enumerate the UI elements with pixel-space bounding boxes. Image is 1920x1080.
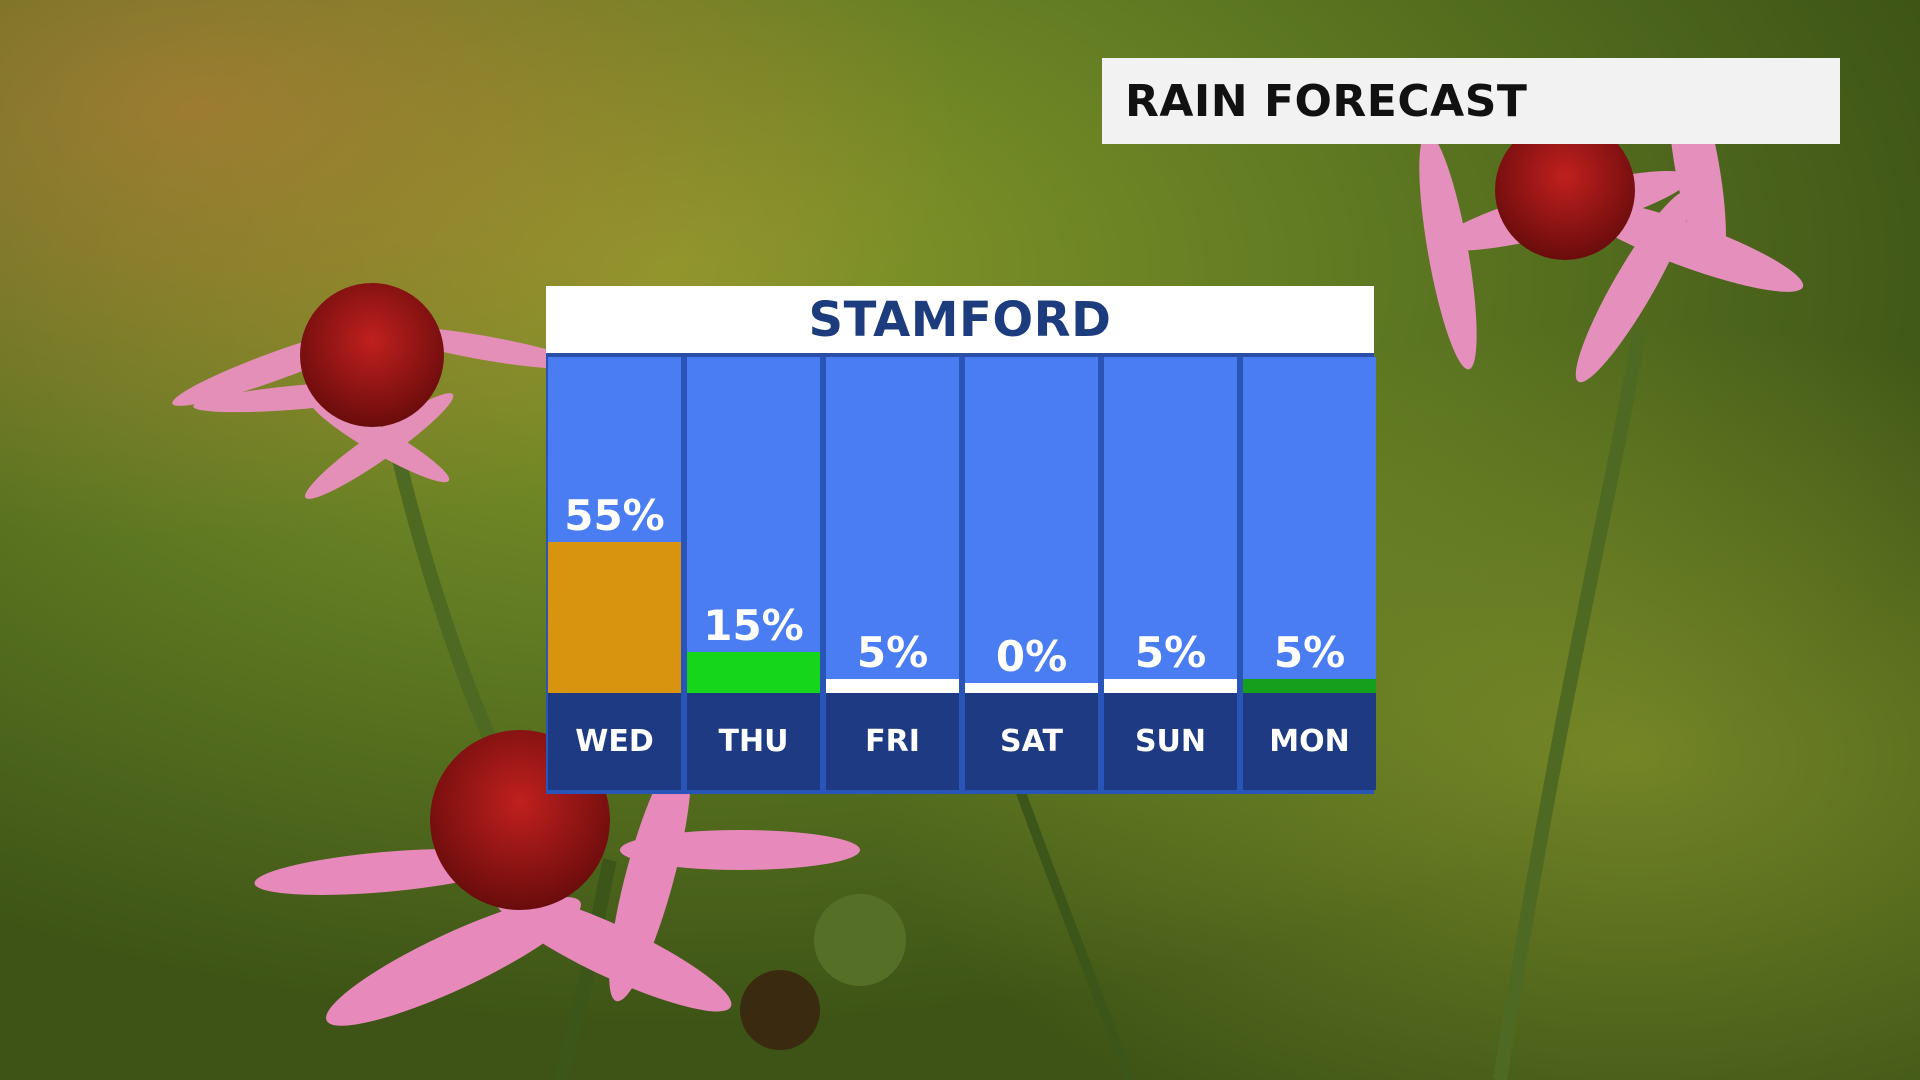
- day-column-sun: 5% SUN: [1104, 357, 1237, 794]
- bar-background: [687, 357, 820, 693]
- day-label-sun: SUN: [1104, 693, 1237, 790]
- day-label-mon: MON: [1243, 693, 1376, 790]
- bar-fri: [826, 679, 959, 693]
- data-label-wed: 55%: [564, 491, 665, 541]
- day-label-wed: WED: [548, 693, 681, 790]
- page-title: RAIN FORECAST: [1125, 75, 1528, 127]
- data-label-thu: 15%: [703, 600, 804, 650]
- bar-chart: 55% WED 15% THU 5% FRI 0% SAT 5% SUN 5% MON: [546, 357, 1376, 794]
- day-column-sat: 0% SAT: [965, 357, 1098, 794]
- bar-background: [965, 357, 1098, 693]
- bar-sun: [1104, 679, 1237, 693]
- data-label-mon: 5%: [1273, 628, 1346, 678]
- day-label-sat: SAT: [965, 693, 1098, 790]
- bar-background: [1243, 357, 1376, 693]
- city-name: STAMFORD: [808, 291, 1112, 348]
- bar-thu: [687, 651, 820, 693]
- bar-wed: [548, 542, 681, 693]
- data-label-sat: 0%: [995, 632, 1068, 681]
- bar-sat: [965, 683, 1098, 693]
- data-label-fri: 5%: [856, 628, 929, 678]
- data-label-sun: 5%: [1134, 628, 1207, 678]
- bar-background: [826, 357, 959, 693]
- day-column-wed: 55% WED: [548, 357, 681, 794]
- day-column-thu: 15% THU: [687, 357, 820, 794]
- day-label-thu: THU: [687, 693, 820, 790]
- bar-mon: [1243, 679, 1376, 693]
- day-column-mon: 5% MON: [1243, 357, 1376, 794]
- bar-background: [1104, 357, 1237, 693]
- forecast-panel: STAMFORD 55% WED 15% THU 5% FRI 0% SAT 5% SUN 5% MO…: [546, 286, 1376, 794]
- city-header: STAMFORD: [546, 286, 1374, 357]
- day-label-fri: FRI: [826, 693, 959, 790]
- day-column-fri: 5% FRI: [826, 357, 959, 794]
- title-box: RAIN FORECAST: [1102, 58, 1840, 144]
